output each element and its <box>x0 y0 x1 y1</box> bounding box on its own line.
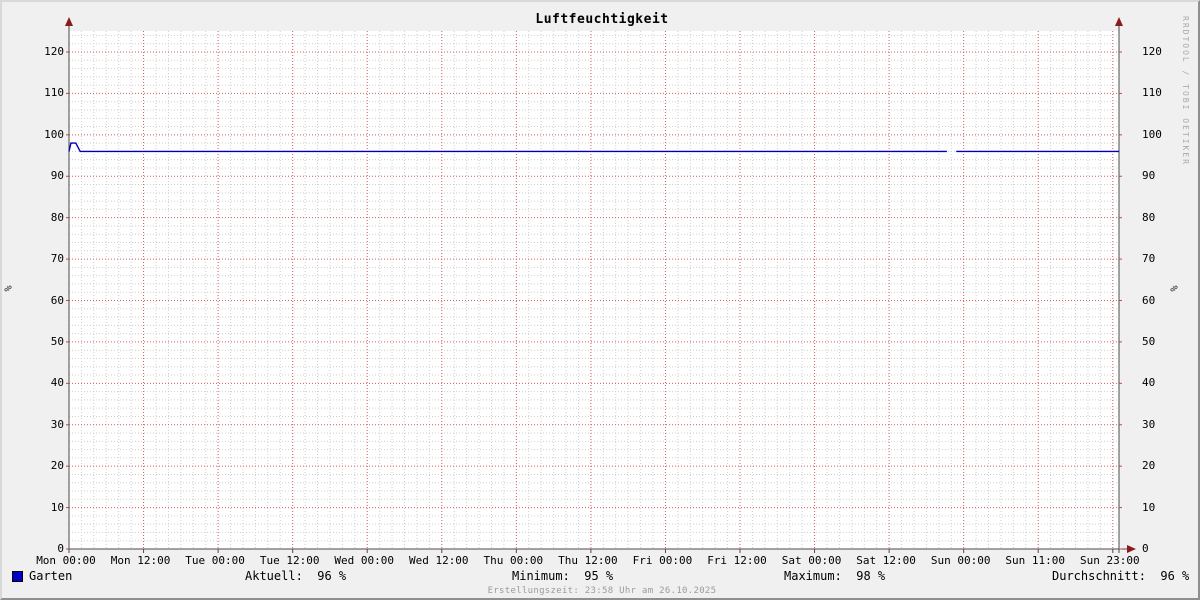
y-tick-label: 30 <box>50 417 64 431</box>
stat-minimum: Minimum: 95 % <box>512 569 614 583</box>
rrdtool-watermark: RRDTOOL / TOBI OETIKER <box>1181 16 1190 166</box>
y-tick-label: 30 <box>1142 417 1156 431</box>
y-tick-label: 70 <box>50 252 64 266</box>
x-tick-label: Fri 00:00 <box>632 554 693 567</box>
x-tick-label: Mon 00:00 <box>36 554 96 567</box>
y-tick-label: 40 <box>50 376 64 390</box>
x-tick-label: Sun 00:00 <box>930 554 991 567</box>
x-tick-label: Sun 23:00 <box>1079 554 1140 567</box>
x-tick-label: Wed 00:00 <box>334 554 395 567</box>
chart-title: Luftfeuchtigkeit <box>535 12 669 27</box>
x-tick-label: Sat 12:00 <box>856 554 916 567</box>
y-tick-label: 70 <box>1142 252 1156 266</box>
legend-series-garten: Garten <box>12 569 72 584</box>
y-tick-label: 50 <box>50 334 64 348</box>
y-axis-unit-right: % <box>1169 285 1181 292</box>
creation-time-note: Erstellungszeit: 23:58 Uhr am 26.10.2025 <box>487 586 717 596</box>
stat-maximum: Maximum: 98 % <box>784 569 886 583</box>
y-tick-label: 100 <box>44 127 64 141</box>
y-tick-label: 10 <box>1142 500 1156 514</box>
x-tick-label: Tue 12:00 <box>259 554 320 567</box>
series-color-swatch <box>12 571 23 582</box>
x-tick-label: Tue 00:00 <box>185 554 245 567</box>
x-tick-label: Sun 11:00 <box>1005 554 1066 567</box>
y-tick-label: 80 <box>50 210 64 224</box>
y-tick-label: 100 <box>1142 127 1162 141</box>
stat-aktuell: Aktuell: 96 % <box>245 569 347 583</box>
y-tick-label: 120 <box>1142 45 1162 58</box>
y-tick-label: 110 <box>44 86 64 100</box>
x-tick-label: Wed 12:00 <box>408 554 469 567</box>
y-tick-label: 90 <box>50 169 64 183</box>
y-tick-label: 60 <box>50 293 64 307</box>
y-tick-label: 50 <box>1142 334 1156 348</box>
x-tick-label: Thu 12:00 <box>558 554 618 567</box>
y-tick-label: 0 <box>57 542 64 555</box>
y-tick-label: 90 <box>1142 169 1156 183</box>
x-tick-label: Sat 00:00 <box>781 554 842 567</box>
y-tick-label: 80 <box>1142 210 1156 224</box>
stat-durchschnitt: Durchschnitt: 96 % <box>1052 569 1190 583</box>
y-tick-label: 40 <box>1142 376 1156 390</box>
y-tick-label: 0 <box>1142 542 1149 555</box>
y-tick-label: 10 <box>50 500 64 514</box>
y-axis-unit-left: % <box>3 285 15 292</box>
series-name-label: Garten <box>29 569 73 583</box>
x-tick-label: Thu 00:00 <box>483 554 544 567</box>
y-tick-label: 20 <box>50 459 64 473</box>
legend-row: Garten Aktuell: 96 % Minimum: 95 % Maxim… <box>2 569 1198 584</box>
y-tick-label: 60 <box>1142 293 1156 307</box>
x-tick-label: Mon 12:00 <box>110 554 171 567</box>
y-tick-label: 110 <box>1142 86 1162 100</box>
y-tick-label: 20 <box>1142 459 1156 473</box>
y-tick-label: 120 <box>44 45 64 58</box>
x-tick-label: Fri 12:00 <box>707 554 767 567</box>
